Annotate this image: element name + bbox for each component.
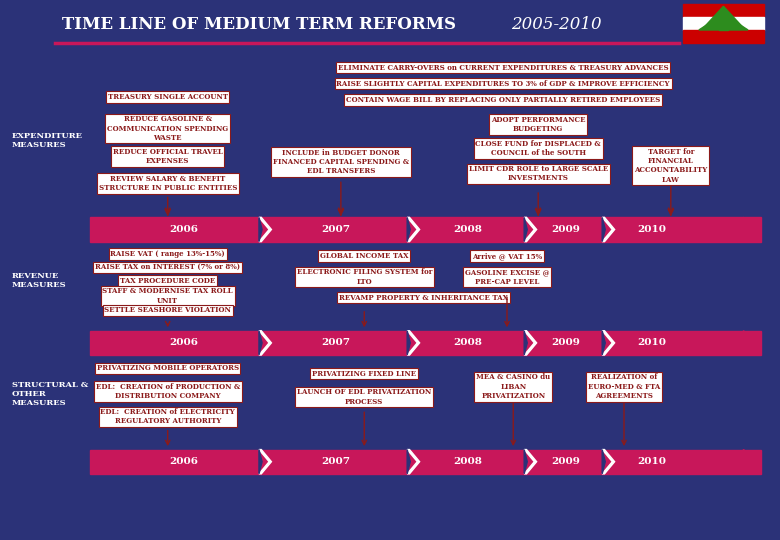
Text: EXPENDITURE
MEASURES: EXPENDITURE MEASURES [12,132,83,149]
Text: 2007: 2007 [321,339,350,347]
Text: REVAMP PROPERTY & INHERITANCE TAX: REVAMP PROPERTY & INHERITANCE TAX [339,294,508,301]
Text: EDL:  CREATION of ELECTRICITY
REGULATORY AUTHORITY: EDL: CREATION of ELECTRICITY REGULATORY … [101,408,235,426]
Text: GLOBAL INCOME TAX: GLOBAL INCOME TAX [320,252,409,260]
Bar [682,4,764,17]
Polygon shape [407,330,410,355]
Text: PRIVATIZING MOBILE OPERATORS: PRIVATIZING MOBILE OPERATORS [97,364,239,372]
Bar [90,330,760,355]
Text: LAUNCH OF EDL PRIVATIZATION
PROCESS: LAUNCH OF EDL PRIVATIZATION PROCESS [297,388,431,406]
Polygon shape [602,330,605,355]
Polygon shape [524,217,527,241]
Text: TAX PROCEDURE CODE: TAX PROCEDURE CODE [120,277,215,285]
Polygon shape [407,330,420,355]
Polygon shape [602,449,615,474]
Polygon shape [407,217,410,241]
Bar [90,449,760,474]
Text: PRIVATIZING FIXED LINE: PRIVATIZING FIXED LINE [312,370,417,377]
Text: MEA & CASINO du
LIBAN
PRIVATIZATION: MEA & CASINO du LIBAN PRIVATIZATION [476,374,551,400]
Text: 2006: 2006 [168,457,198,466]
Text: 2006: 2006 [168,225,198,234]
Text: 2005-2010: 2005-2010 [511,16,601,33]
Text: STRUCTURAL &
OTHER
MEASURES: STRUCTURAL & OTHER MEASURES [12,381,88,407]
Polygon shape [524,330,537,355]
Bar [682,17,764,30]
Text: REALIZATION of
EURO-MED & FTA
AGREEMENTS: REALIZATION of EURO-MED & FTA AGREEMENTS [588,374,660,400]
Text: REDUCE GASOLINE &
COMMUNICATION SPENDING
WASTE: REDUCE GASOLINE & COMMUNICATION SPENDING… [107,116,229,141]
Text: 2009: 2009 [551,339,580,347]
Polygon shape [524,449,537,474]
Text: REVIEW SALARY & BENEFIT
STRUCTURE IN PUBLIC ENTITIES: REVIEW SALARY & BENEFIT STRUCTURE IN PUB… [98,175,237,192]
Text: GASOLINE EXCISE @
PRE-CAP LEVEL: GASOLINE EXCISE @ PRE-CAP LEVEL [465,268,549,286]
Text: CLOSE FUND for DISPLACED &
COUNCIL of the SOUTH: CLOSE FUND for DISPLACED & COUNCIL of th… [475,140,601,157]
Polygon shape [259,449,262,474]
Polygon shape [703,6,744,29]
Text: CONTAIN WAGE BILL BY REPLACING ONLY PARTIALLY RETIRED EMPLOYEES: CONTAIN WAGE BILL BY REPLACING ONLY PART… [346,96,660,104]
Polygon shape [259,217,271,241]
Bar [682,30,764,43]
Text: 2010: 2010 [636,457,666,466]
Text: 2010: 2010 [636,225,666,234]
Polygon shape [259,449,271,474]
Text: 2008: 2008 [453,457,483,466]
Text: REDUCE OFFICIAL TRAVEL
EXPENSES: REDUCE OFFICIAL TRAVEL EXPENSES [113,148,222,165]
Text: ADOPT PERFORMANCE
BUDGETING: ADOPT PERFORMANCE BUDGETING [491,116,586,133]
Polygon shape [524,217,537,241]
Text: Arrive @ VAT 15%: Arrive @ VAT 15% [472,252,542,260]
Polygon shape [743,217,760,241]
Text: TREASURY SINGLE ACCOUNT: TREASURY SINGLE ACCOUNT [108,93,228,101]
Polygon shape [259,217,262,241]
Polygon shape [524,330,527,355]
Text: ELIMINATE CARRY-OVERS on CURRENT EXPENDITURES & TREASURY ADVANCES: ELIMINATE CARRY-OVERS on CURRENT EXPENDI… [338,64,668,71]
Text: LIMIT CDR ROLE to LARGE SCALE
INVESTMENTS: LIMIT CDR ROLE to LARGE SCALE INVESTMENT… [469,165,608,183]
Text: 2008: 2008 [453,225,483,234]
Text: STAFF & MODERNISE TAX ROLL
UNIT: STAFF & MODERNISE TAX ROLL UNIT [102,287,233,305]
Polygon shape [743,330,760,355]
Polygon shape [602,217,615,241]
Text: RAISE VAT ( range 13%-15%): RAISE VAT ( range 13%-15%) [111,250,225,258]
Text: ELECTRONIC FILING SYSTEM for
LTO: ELECTRONIC FILING SYSTEM for LTO [296,268,432,286]
Text: REVENUE
MEASURES: REVENUE MEASURES [12,272,66,289]
Text: 2009: 2009 [551,225,580,234]
Text: 2007: 2007 [321,457,350,466]
Text: TIME LINE OF MEDIUM TERM REFORMS: TIME LINE OF MEDIUM TERM REFORMS [62,16,468,33]
Polygon shape [743,449,760,474]
Text: 2010: 2010 [636,339,666,347]
Text: SETTLE SEASHORE VIOLATION: SETTLE SEASHORE VIOLATION [105,307,231,314]
Polygon shape [407,217,420,241]
Text: 2006: 2006 [168,339,198,347]
Text: 2009: 2009 [551,457,580,466]
Text: EDL:  CREATION of PRODUCTION &
DISTRIBUTION COMPANY: EDL: CREATION of PRODUCTION & DISTRIBUTI… [96,383,239,400]
Polygon shape [407,449,420,474]
Polygon shape [407,449,410,474]
Bar [90,217,760,241]
Text: 2008: 2008 [453,339,483,347]
Text: TARGET for
FINANCIAL
ACCOUNTABILITY
LAW: TARGET for FINANCIAL ACCOUNTABILITY LAW [634,148,707,184]
Polygon shape [602,217,605,241]
Text: RAISE SLIGHTLY CAPITAL EXPENDITURES TO 3% of GDP & IMPROVE EFFICIENCY: RAISE SLIGHTLY CAPITAL EXPENDITURES TO 3… [336,80,670,87]
Polygon shape [259,330,271,355]
Polygon shape [699,14,748,30]
Text: INCLUDE in BUDGET DONOR
FINANCED CAPITAL SPENDING &
EDL TRANSFERS: INCLUDE in BUDGET DONOR FINANCED CAPITAL… [273,149,409,175]
Text: 2007: 2007 [321,225,350,234]
Polygon shape [259,330,262,355]
Polygon shape [602,330,615,355]
Polygon shape [602,449,605,474]
Polygon shape [524,449,527,474]
Bar [718,27,729,30]
Text: RAISE TAX on INTEREST (7% or 8%): RAISE TAX on INTEREST (7% or 8%) [95,264,240,271]
